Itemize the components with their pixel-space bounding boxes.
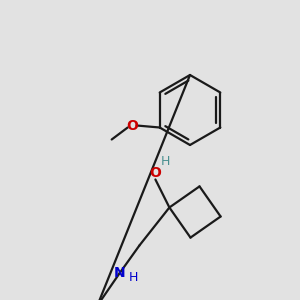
Text: O: O (126, 118, 138, 133)
Text: N: N (114, 266, 125, 280)
Text: H: H (161, 155, 170, 168)
Text: O: O (149, 167, 161, 181)
Text: H: H (129, 271, 138, 284)
